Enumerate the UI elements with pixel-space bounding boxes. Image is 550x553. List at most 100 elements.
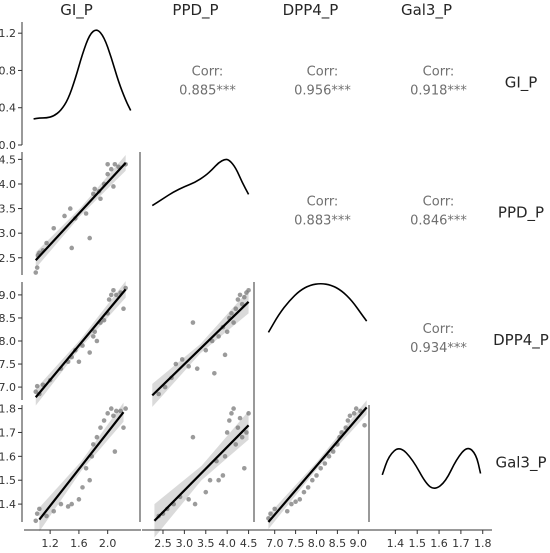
scatter-point-gal3_p-vs-dpp4_p — [268, 511, 273, 516]
y-tick-label-gal3_p: 1.8 — [0, 403, 16, 416]
scatter-point-gal3_p-vs-ppd_p — [227, 418, 232, 423]
scatter-point-dpp4_p-vs-gi_p — [92, 329, 98, 335]
scatter-point-ppd_p-vs-gi_p — [87, 235, 92, 241]
scatter-point-dpp4_p-vs-ppd_p — [179, 357, 185, 362]
scatter-point-dpp4_p-vs-ppd_p — [231, 320, 236, 325]
scatter-point-gal3_p-vs-dpp4_p — [347, 413, 353, 419]
scatter-point-ppd_p-vs-gi_p — [34, 265, 40, 270]
scatter-point-dpp4_p-vs-ppd_p — [156, 391, 161, 397]
scatter-point-ppd_p-vs-gi_p — [51, 225, 57, 231]
y-tick-label-dpp4_p: 8.0 — [0, 335, 16, 348]
scatter-point-ppd_p-vs-gi_p — [83, 211, 89, 216]
scatter-point-gal3_p-vs-dpp4_p — [272, 506, 278, 512]
y-tick-label-gal3_p: 1.4 — [0, 498, 16, 511]
corr-label-ppd_p-gal3_p: Corr: — [423, 195, 455, 210]
x-tick-label-dpp4_p: 8.5 — [329, 537, 347, 550]
scatter-point-gal3_p-vs-gi_p — [105, 411, 110, 416]
scatter-point-gal3_p-vs-dpp4_p — [284, 508, 290, 514]
scatter-point-dpp4_p-vs-gi_p — [106, 297, 112, 302]
y-tick-label-ppd_p: 2.5 — [0, 252, 16, 265]
scatter-point-gal3_p-vs-ppd_p — [239, 434, 245, 440]
regression-line-ppd_p-vs-gi_p — [34, 162, 127, 261]
x-tick-label-gal3_p: 1.6 — [430, 537, 448, 550]
corr-value-ppd_p-gal3_p: 0.846*** — [410, 214, 467, 229]
scatter-point-gal3_p-vs-dpp4_p — [314, 473, 319, 478]
scatter-point-ppd_p-vs-gi_p — [62, 213, 67, 219]
corr-label-gi_p-gal3_p: Corr: — [423, 65, 455, 80]
density-curve-dpp4_p — [267, 282, 368, 333]
scatter-point-gal3_p-vs-gi_p — [33, 518, 39, 524]
scatter-point-dpp4_p-vs-gi_p — [87, 350, 92, 355]
y-tick-label-ppd_p: 3.5 — [0, 203, 16, 216]
y-tick-label-gi_p: 0.0 — [0, 139, 16, 152]
scatter-point-ppd_p-vs-gi_p — [108, 166, 114, 172]
scatter-point-dpp4_p-vs-ppd_p — [186, 364, 191, 369]
x-tick-label-dpp4_p: 7.0 — [266, 537, 284, 550]
scatter-point-dpp4_p-vs-ppd_p — [194, 366, 200, 371]
scatter-point-gal3_p-vs-gi_p — [37, 506, 42, 512]
x-tick-label-gal3_p: 1.8 — [474, 537, 492, 550]
scatter-point-dpp4_p-vs-ppd_p — [229, 311, 234, 316]
scatter-point-gal3_p-vs-gi_p — [123, 406, 128, 411]
column-header-gal3_p: Gal3_P — [401, 1, 452, 20]
y-tick-label-ppd_p: 4.5 — [0, 153, 16, 166]
x-tick-label-dpp4_p: 8.0 — [308, 537, 326, 550]
marks-layer — [33, 29, 482, 524]
y-tick-label-dpp4_p: 8.5 — [0, 312, 16, 325]
scatter-point-dpp4_p-vs-ppd_p — [212, 370, 217, 376]
column-header-dpp4_p: DPP4_P — [283, 1, 339, 20]
scatter-point-ppd_p-vs-gi_p — [98, 196, 103, 202]
scatter-point-dpp4_p-vs-ppd_p — [239, 301, 245, 307]
scatter-point-dpp4_p-vs-gi_p — [33, 389, 39, 395]
scatter-point-gal3_p-vs-gi_p — [94, 434, 100, 440]
scatter-point-gal3_p-vs-gi_p — [80, 485, 85, 490]
scatter-point-gal3_p-vs-dpp4_p — [362, 422, 367, 428]
scatter-point-gal3_p-vs-gi_p — [118, 408, 123, 414]
scatter-point-dpp4_p-vs-ppd_p — [203, 347, 209, 353]
scatter-point-dpp4_p-vs-ppd_p — [235, 297, 241, 302]
row-label-dpp4_p: DPP4_P — [493, 331, 549, 350]
scatter-point-ppd_p-vs-gi_p — [105, 162, 110, 167]
x-tick-label-gal3_p: 1.4 — [387, 537, 405, 550]
scatter-point-dpp4_p-vs-gi_p — [121, 306, 126, 312]
scatter-point-ppd_p-vs-gi_p — [111, 184, 116, 189]
scatter-point-gal3_p-vs-dpp4_p — [345, 418, 351, 423]
scatter-point-gal3_p-vs-gi_p — [58, 501, 64, 507]
scatter-point-dpp4_p-vs-gi_p — [111, 287, 116, 293]
scatter-point-gal3_p-vs-dpp4_p — [330, 449, 336, 454]
axes-layer — [18, 22, 492, 534]
scatter-point-gal3_p-vs-dpp4_p — [305, 485, 311, 490]
scatter-point-gal3_p-vs-gi_p — [112, 449, 118, 454]
regression-line-gal3_p-vs-gi_p — [38, 411, 125, 521]
row-label-gi_p: GI_P — [505, 74, 538, 93]
x-tick-label-dpp4_p: 7.5 — [287, 537, 305, 550]
scatter-point-gal3_p-vs-gi_p — [111, 413, 116, 419]
corr-value-gi_p-dpp4_p: 0.956*** — [294, 84, 351, 99]
x-tick-label-gi_p: 1.6 — [70, 537, 88, 550]
regression-line-gal3_p-vs-dpp4_p — [267, 406, 368, 523]
scatter-point-ppd_p-vs-gi_p — [92, 186, 98, 192]
scatter-point-gal3_p-vs-ppd_p — [235, 425, 241, 430]
corr-value-ppd_p-dpp4_p: 0.883*** — [294, 214, 351, 229]
scatter-point-dpp4_p-vs-ppd_p — [190, 320, 196, 325]
x-tick-label-gi_p: 1.2 — [41, 537, 59, 550]
scatter-point-gal3_p-vs-gi_p — [90, 442, 96, 447]
column-header-gi_p: GI_P — [60, 1, 93, 20]
scatter-point-dpp4_p-vs-ppd_p — [162, 384, 168, 390]
scatter-point-gal3_p-vs-gi_p — [98, 425, 103, 430]
scatter-point-gal3_p-vs-dpp4_p — [318, 465, 323, 471]
scatter-point-gal3_p-vs-ppd_p — [246, 411, 251, 416]
scatter-point-gal3_p-vs-gi_p — [121, 425, 126, 430]
x-tick-label-gi_p: 2.0 — [99, 537, 117, 550]
corr-value-gi_p-ppd_p: 0.885*** — [179, 84, 236, 99]
scatter-point-ppd_p-vs-gi_p — [67, 206, 73, 211]
scatter-point-gal3_p-vs-ppd_p — [242, 465, 247, 471]
scatter-point-dpp4_p-vs-ppd_p — [246, 287, 251, 293]
scatter-point-gal3_p-vs-gi_p — [108, 406, 114, 411]
scatter-point-dpp4_p-vs-gi_p — [108, 292, 114, 298]
scatter-point-gal3_p-vs-ppd_p — [224, 430, 230, 435]
scatter-point-dpp4_p-vs-gi_p — [80, 343, 85, 348]
corr-value-dpp4_p-gal3_p: 0.934*** — [410, 341, 467, 356]
density-curve-ppd_p — [151, 158, 250, 207]
